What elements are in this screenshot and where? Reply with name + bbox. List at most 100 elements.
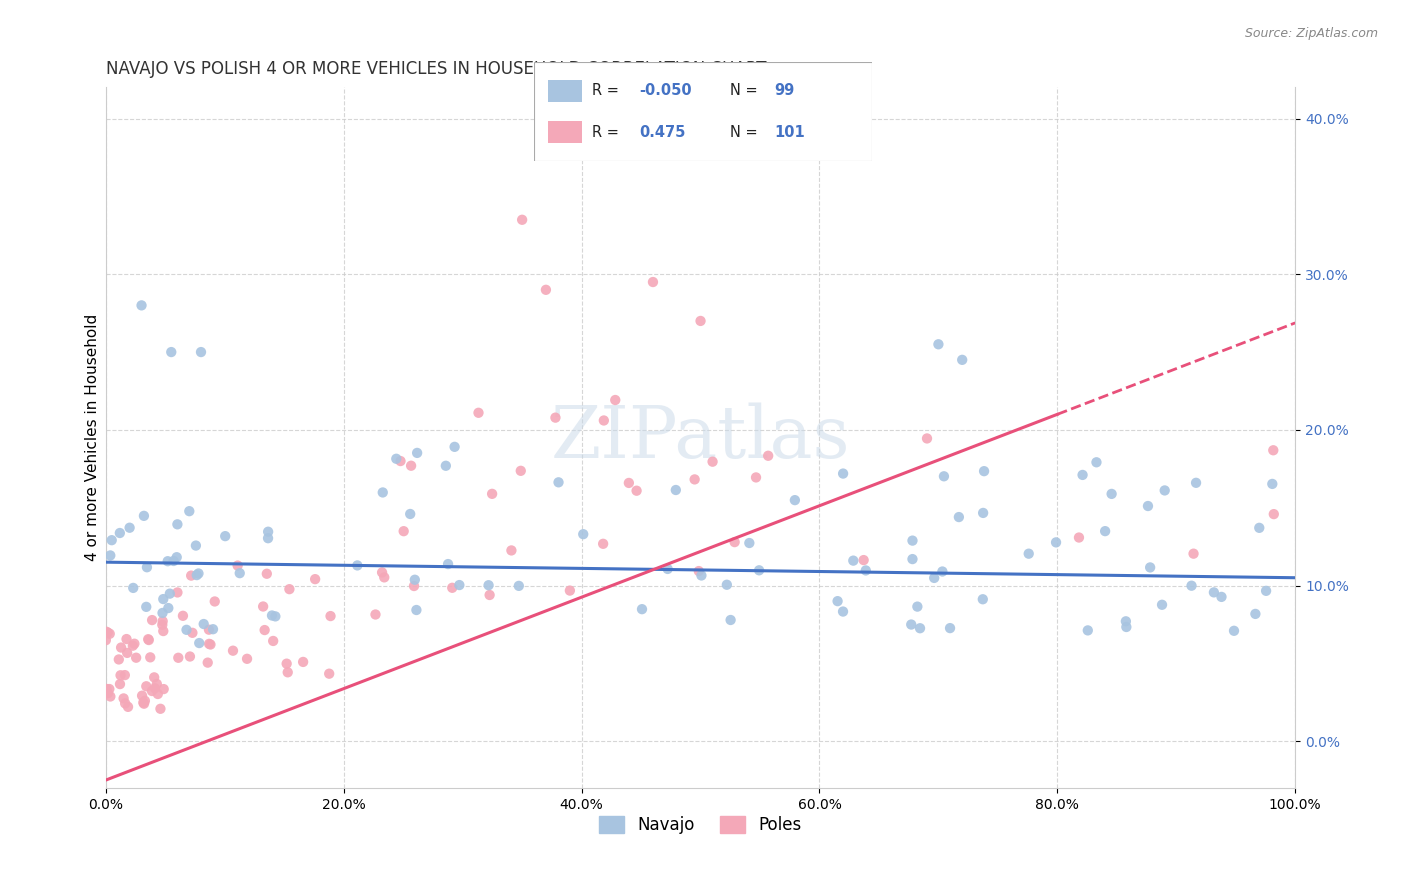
Point xyxy=(180,568,202,582)
Point xyxy=(437,557,460,571)
Point xyxy=(385,451,408,466)
Point xyxy=(181,625,204,640)
Point xyxy=(689,314,711,328)
Point xyxy=(141,684,163,698)
Point xyxy=(1254,583,1277,598)
Point xyxy=(1139,560,1161,574)
Point xyxy=(146,677,169,691)
Point xyxy=(179,649,201,664)
Point xyxy=(402,579,425,593)
Point xyxy=(132,697,155,711)
Point xyxy=(605,392,627,407)
Point xyxy=(98,681,121,696)
Point xyxy=(467,406,489,420)
Point xyxy=(222,643,245,657)
Point xyxy=(842,554,865,568)
Point xyxy=(1077,624,1099,638)
Point xyxy=(558,583,581,598)
Point xyxy=(143,670,166,684)
Point xyxy=(319,609,342,624)
Point xyxy=(688,564,710,578)
Point xyxy=(931,565,953,579)
Point xyxy=(783,493,806,508)
Point xyxy=(1094,524,1116,538)
Point xyxy=(827,594,849,608)
Point xyxy=(1263,443,1285,458)
Point xyxy=(201,622,224,636)
Point xyxy=(186,568,208,582)
Point xyxy=(948,510,970,524)
Point xyxy=(592,537,614,551)
Point xyxy=(115,632,138,646)
Point xyxy=(501,543,523,558)
Point xyxy=(304,572,326,586)
Point xyxy=(1211,590,1233,604)
Point xyxy=(592,413,614,427)
Point xyxy=(136,560,159,574)
Point xyxy=(1244,607,1267,621)
Point xyxy=(162,554,184,568)
Point xyxy=(1185,475,1208,490)
Text: R =: R = xyxy=(592,83,623,98)
Point xyxy=(110,640,132,655)
Point xyxy=(631,602,654,616)
Point xyxy=(150,617,173,632)
Point xyxy=(125,650,148,665)
Point xyxy=(108,652,131,666)
Point xyxy=(509,464,531,478)
Point xyxy=(855,564,877,578)
Point xyxy=(1223,624,1246,638)
Point xyxy=(118,521,141,535)
Point xyxy=(852,553,875,567)
Point xyxy=(132,508,155,523)
Point xyxy=(100,533,122,548)
Point xyxy=(124,637,146,651)
Point xyxy=(1153,483,1175,498)
Point xyxy=(114,697,136,711)
Point xyxy=(98,690,121,704)
Point xyxy=(112,691,135,706)
Bar xyxy=(548,121,582,144)
Point xyxy=(477,578,499,592)
Point xyxy=(97,625,120,640)
Point xyxy=(276,657,298,671)
Point xyxy=(152,624,174,638)
Point xyxy=(1101,487,1123,501)
Point xyxy=(723,535,745,549)
Point xyxy=(572,527,595,541)
Point xyxy=(832,467,855,481)
Point xyxy=(373,570,395,584)
Point xyxy=(277,665,299,680)
Point xyxy=(131,298,153,312)
Point xyxy=(149,702,172,716)
Point xyxy=(188,636,211,650)
Point xyxy=(187,566,209,581)
Point xyxy=(443,440,465,454)
Point xyxy=(832,605,855,619)
Point xyxy=(364,607,387,622)
Point xyxy=(146,687,169,701)
Point xyxy=(229,566,252,581)
Point xyxy=(1071,467,1094,482)
Point xyxy=(135,599,157,614)
Point xyxy=(278,582,301,596)
Point xyxy=(932,469,955,483)
Point xyxy=(404,573,426,587)
Point xyxy=(900,617,922,632)
Point xyxy=(318,666,340,681)
Point xyxy=(665,483,688,497)
Point xyxy=(683,472,706,486)
Point xyxy=(1261,477,1284,491)
Point xyxy=(544,410,567,425)
Point xyxy=(257,524,280,539)
Point xyxy=(1180,579,1202,593)
Point xyxy=(617,475,640,490)
Point xyxy=(179,504,201,518)
Point xyxy=(346,558,368,573)
Text: NAVAJO VS POLISH 4 OR MORE VEHICLES IN HOUSEHOLD CORRELATION CHART: NAVAJO VS POLISH 4 OR MORE VEHICLES IN H… xyxy=(105,60,766,78)
Point xyxy=(1150,598,1173,612)
Point xyxy=(690,568,713,582)
Text: ZIPatlas: ZIPatlas xyxy=(551,402,851,473)
Point xyxy=(260,608,283,623)
Point xyxy=(641,275,664,289)
